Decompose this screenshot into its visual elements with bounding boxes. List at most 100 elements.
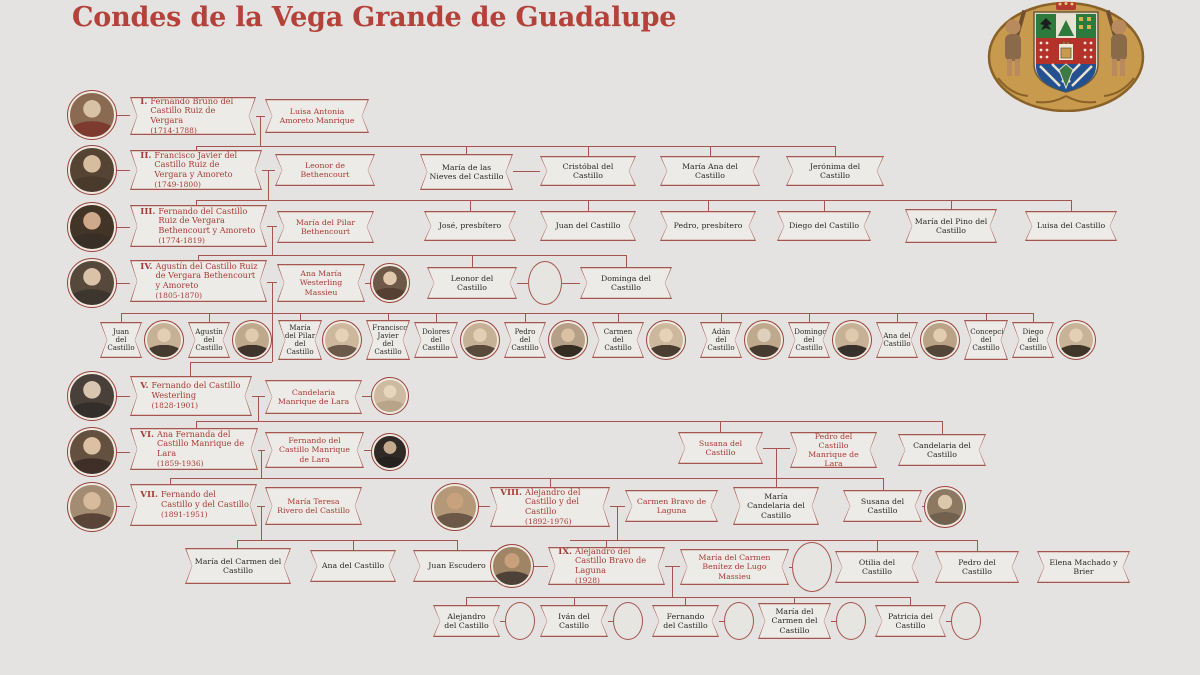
person-name: Elena Machado y Brier xyxy=(1049,557,1118,576)
person-box-inner: Carmen del Castillo xyxy=(593,323,642,356)
person-box-leonor-del-castillo: Leonor del Castillo xyxy=(427,267,517,299)
person-box-ana-maria-westerling-massieu: Ana María Westerling Massieu xyxy=(277,264,365,302)
connector-line xyxy=(617,506,619,540)
person-box-maria-teresa-rivero-del-castillo: María Teresa Rivero del Castillo xyxy=(265,487,362,525)
portrait-fernando-del-castillo-manrique-de-lara xyxy=(371,433,409,471)
person-box-inner: María Candelaria del Castillo xyxy=(734,488,817,523)
person-box-ana-del-castillo: Ana del Castillo xyxy=(876,322,918,358)
connector-line xyxy=(466,146,468,154)
portrait-ana-maria-westerling-massieu xyxy=(370,263,410,303)
person-box-fernando-del-castillo: Fernando del Castillo xyxy=(652,605,719,637)
person-box-luisa-del-castillo: Luisa del Castillo xyxy=(1025,211,1117,241)
generation-box-alejandro-del-castillo-y-del-castillo: VIII. Alejandro del Castillo y del Castil… xyxy=(490,487,610,527)
connector-line xyxy=(272,282,274,313)
connector-line xyxy=(910,597,912,605)
person-box-ana-del-castillo: Ana del Castillo xyxy=(310,550,396,582)
person-name: Fernando del Castillo Westerling xyxy=(151,380,241,401)
life-dates: (1891-1951) xyxy=(161,509,208,519)
life-dates: (1892-1976) xyxy=(525,516,572,526)
portrait-diego-del-castillo-hermano xyxy=(1056,320,1096,360)
connector-line xyxy=(574,597,576,605)
person-box-inner: Luisa del Castillo xyxy=(1026,212,1115,239)
generation-numeral: II. xyxy=(140,150,152,161)
connector-line xyxy=(117,170,130,172)
person-box-maria-del-carmen-del-castillo: María del Carmen del Castillo xyxy=(758,603,831,639)
person-box-inner: Fernando del Castillo xyxy=(653,606,717,635)
portrait-francisco-javier-del-castillo xyxy=(67,145,117,195)
connector-line xyxy=(618,313,620,322)
connector-line xyxy=(479,506,490,508)
person-name: Leonor de Bethencourt xyxy=(300,160,350,179)
generation-entry: IX. Alejandro del Castillo Bravo de Lagun… xyxy=(549,547,663,586)
person-box-inner: Alejandro del Castillo xyxy=(434,606,498,635)
connector-line xyxy=(117,396,130,398)
portrait-fernando-del-castillo-ruiz-de-vergara xyxy=(67,202,117,252)
portrait-dolores-del-castillo xyxy=(460,320,500,360)
connector-line xyxy=(835,146,837,156)
connector-line xyxy=(170,478,883,480)
connector-line xyxy=(720,421,722,432)
generation-numeral: VII. xyxy=(140,490,158,501)
connector-line xyxy=(196,146,835,148)
person-box-luisa-antonia-amoreto-manrique: Luisa Antonia Amoreto Manrique xyxy=(265,99,369,133)
portrait-carmen-del-castillo xyxy=(646,320,686,360)
person-box-maria-del-carmen-benitez-de-lugo-massieu: María del Carmen Benítez de Lugo Massieu xyxy=(680,549,789,585)
person-box-maria-de-las-nieves-del-castillo: María de las Nieves del Castillo xyxy=(420,154,513,190)
person-name: María del Carmen Benítez de Lugo Massieu xyxy=(698,553,771,581)
connector-line xyxy=(300,313,302,320)
wild-man-right xyxy=(1105,9,1127,76)
person-box-inner: María del Pilar del Castillo xyxy=(279,321,320,358)
person-name: María del Pino del Castillo xyxy=(914,216,988,235)
person-box-inner: Candelaria del Castillo xyxy=(899,435,984,464)
person-name: Fernando del Castillo xyxy=(663,611,708,630)
person-box-maria-ana-del-castillo: María Ana del Castillo xyxy=(660,156,760,186)
connector-line xyxy=(719,621,724,623)
person-box-inner: María Teresa Rivero del Castillo xyxy=(266,488,360,523)
person-name: Dominga del Castillo xyxy=(600,273,652,292)
connector-line xyxy=(237,540,457,542)
connector-line xyxy=(268,170,270,200)
portrait-face xyxy=(434,486,476,528)
person-box-maria-del-pilar-del-castillo: María del Pilar del Castillo xyxy=(278,320,322,360)
connector-line xyxy=(977,540,979,551)
portrait-face xyxy=(649,323,683,357)
portrait-face xyxy=(493,547,531,585)
person-box-inner: Iván del Castillo xyxy=(541,606,606,635)
portrait-ana-fernanda-del-castillo xyxy=(67,427,117,477)
person-box-inner: III. Fernando del Castillo Ruiz de Vergar… xyxy=(131,206,265,245)
connector-line xyxy=(685,597,687,605)
portrait-face xyxy=(747,323,781,357)
connector-line xyxy=(190,362,192,376)
connector-line xyxy=(466,597,468,605)
coat-of-arms xyxy=(987,1,1145,112)
person-box-inner: Francisco Javier del Castillo xyxy=(367,321,408,358)
person-name: María del Pilar del Castillo xyxy=(284,322,316,357)
connector-line xyxy=(708,200,710,211)
life-dates: (1805-1870) xyxy=(155,290,203,300)
person-box-elena-machado-y-brier: Elena Machado y Brier xyxy=(1037,551,1130,583)
portrait-face xyxy=(374,380,406,412)
person-name: Luisa Antonia Amoreto Manrique xyxy=(279,106,355,125)
generation-box-agustin-del-castillo-ruiz-de-vergara-bethencourt-y-amoreto: IV. Agustín del Castillo Ruiz de Vergara … xyxy=(130,260,267,302)
person-box-dolores-del-castillo: Dolores del Castillo xyxy=(414,322,458,358)
portrait-alejandro-del-castillo-y-del-castillo xyxy=(431,483,479,531)
person-name-block: Alejandro del Castillo Bravo de Laguna (1… xyxy=(575,547,658,586)
person-box-inner: Juan del Castillo xyxy=(101,323,140,356)
person-box-otilia-del-castillo: Otilia del Castillo xyxy=(835,551,919,583)
person-box-inner: Cristóbal del Castillo xyxy=(541,157,634,184)
person-box-maria-candelaria-del-castillo: María Candelaria del Castillo xyxy=(733,487,819,525)
person-name: Pedro del Castillo Manrique de Lara xyxy=(808,431,859,469)
generation-numeral: VI. xyxy=(140,429,154,440)
portrait-face xyxy=(70,148,114,192)
person-box-inner: VII. Fernando del Castillo y del Castillo… xyxy=(131,485,255,524)
connector-line xyxy=(457,540,459,550)
person-name: Dolores del Castillo xyxy=(422,326,450,353)
connector-line xyxy=(198,255,626,257)
person-name: Diego del Castillo xyxy=(1019,326,1047,353)
portrait-face xyxy=(373,266,407,300)
unknown-spouse-circle xyxy=(792,542,832,592)
connector-line xyxy=(196,146,198,150)
connector-line xyxy=(550,478,552,487)
person-box-inner: Agustín del Castillo xyxy=(189,323,228,356)
